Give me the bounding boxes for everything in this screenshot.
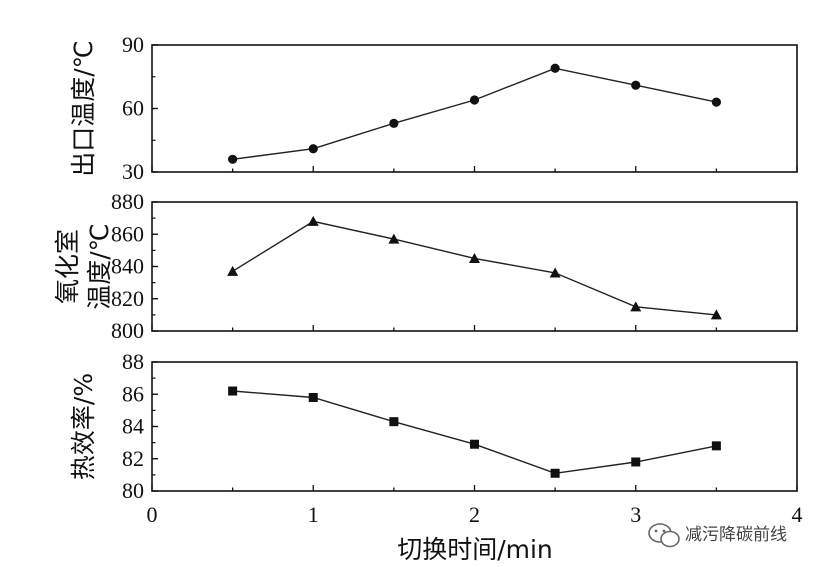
plot-frame	[151, 44, 798, 173]
data-point	[550, 468, 560, 478]
y-axis-label-line: 温度/℃	[85, 223, 114, 310]
data-point	[227, 265, 239, 276]
y-axis-label: 热效率/%	[69, 373, 98, 480]
y-tick-label: 84	[122, 414, 144, 439]
series-line	[232, 390, 717, 475]
data-point	[389, 118, 399, 128]
y-tick-label: 860	[111, 221, 144, 246]
data-point	[308, 144, 318, 154]
panel-1: 30 60 90 出口温度/℃	[69, 32, 798, 184]
wechat-icon	[648, 523, 680, 548]
data-point	[550, 63, 560, 73]
series-line	[232, 67, 717, 160]
data-point	[711, 441, 721, 451]
x-tick-label: 3	[630, 502, 641, 527]
y-tick-label: 90	[122, 32, 144, 57]
x-axis-label: 切换时间/min	[397, 535, 553, 564]
data-point	[631, 80, 641, 90]
plot-frame	[151, 201, 798, 332]
series-line	[232, 220, 717, 316]
data-point	[630, 301, 642, 312]
data-point	[469, 252, 480, 263]
data-point	[308, 392, 318, 402]
data-point	[307, 215, 319, 226]
data-point	[469, 95, 480, 105]
y-tick-label: 60	[122, 96, 144, 121]
y-tick-label: 820	[111, 286, 144, 311]
y-tick-label: 880	[111, 189, 144, 214]
data-point	[388, 233, 400, 244]
data-point	[228, 154, 238, 164]
data-point	[228, 386, 238, 396]
x-tick-label: 0	[147, 502, 158, 527]
x-tick-label: 1	[308, 502, 319, 527]
y-axis-label-line: 氧化室	[53, 229, 82, 304]
y-tick-label: 88	[122, 349, 144, 374]
y-tick-label: 840	[111, 254, 144, 279]
y-tick-label: 800	[111, 318, 144, 343]
data-point	[549, 267, 561, 278]
data-point	[631, 457, 641, 467]
data-point	[711, 97, 721, 107]
panel-2: 800 820 840 860 880 氧化室 温度/℃	[53, 189, 798, 343]
watermark-text: 减污降碳前线	[685, 525, 787, 545]
panel-3: 80 82 84 86 88 热效率/%	[69, 349, 798, 503]
y-tick-label: 82	[122, 446, 144, 471]
y-tick-label: 80	[122, 478, 144, 503]
y-tick-label: 30	[122, 159, 144, 184]
data-point	[710, 309, 722, 320]
x-tick-label: 4	[792, 502, 803, 527]
data-point	[389, 417, 399, 427]
y-tick-label: 86	[122, 381, 144, 406]
data-point	[470, 439, 479, 449]
y-axis-label: 出口温度/℃	[69, 40, 98, 177]
x-tick-label: 2	[469, 502, 480, 527]
plot-frame	[151, 361, 798, 492]
watermark: 减污降碳前线	[648, 523, 787, 548]
